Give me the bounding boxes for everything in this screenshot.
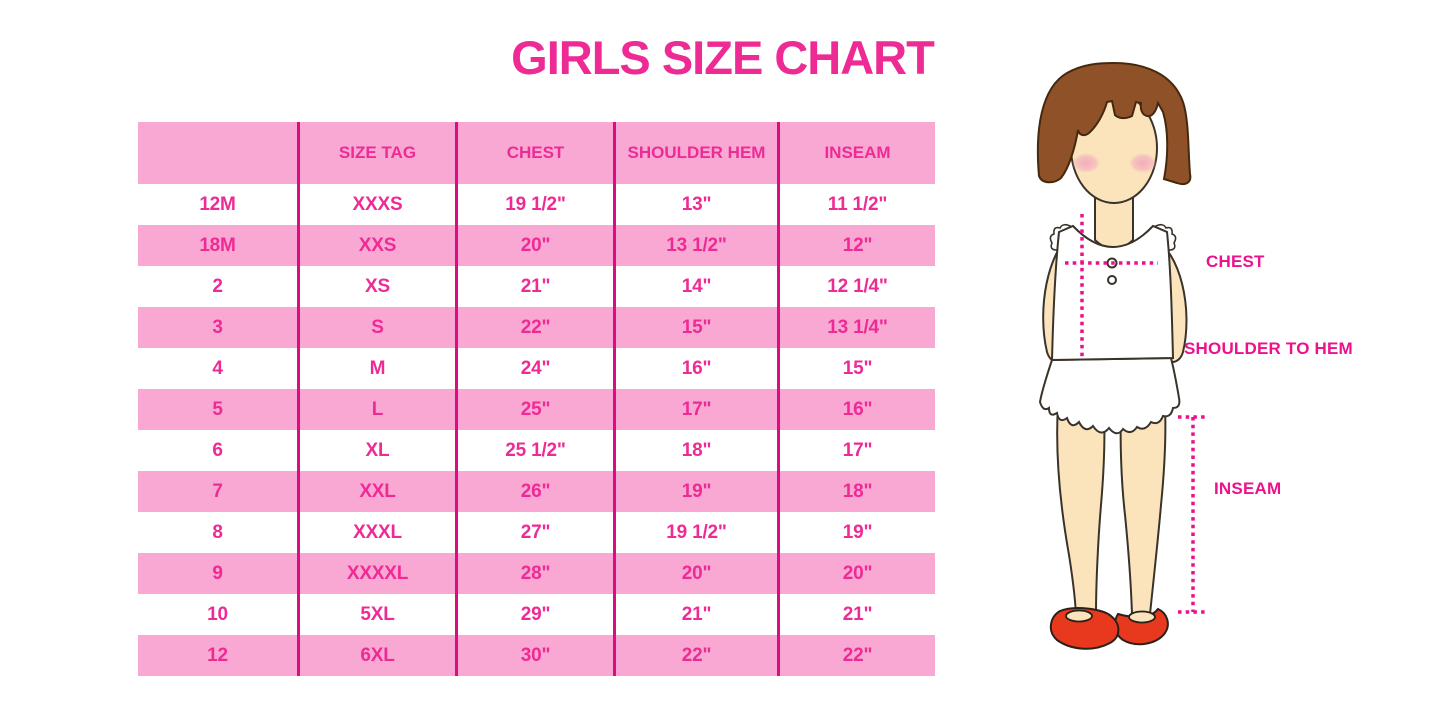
table-cell: XL (297, 430, 455, 471)
table-cell: 10 (207, 603, 228, 625)
table-cell: 29" (455, 594, 613, 635)
table-cell: 12M (199, 193, 236, 215)
table-cell: 6 (212, 439, 223, 461)
table-cell: 26" (455, 471, 613, 512)
table-cell: 19" (613, 471, 777, 512)
table-cell: 30" (455, 635, 613, 676)
table-cell: 16" (613, 348, 777, 389)
table-row: 12 6XL 30" 22" 22" (138, 635, 935, 676)
table-cell: 3 (212, 316, 223, 338)
table-cell: 11 1/2" (777, 184, 935, 225)
left-shoe (1049, 607, 1120, 650)
table-row: 12M XXXS 19 1/2" 13" 11 1/2" (138, 184, 935, 225)
table-row: 10 5XL 29" 21" 21" (138, 594, 935, 635)
table-row: 4 M 24" 16" 15" (138, 348, 935, 389)
table-cell: 7 (212, 480, 223, 502)
table-cell: L (297, 389, 455, 430)
table-cell: 16" (777, 389, 935, 430)
table-cell: 14" (613, 266, 777, 307)
column-header-size-tag: SIZE TAG (297, 122, 455, 184)
table-row: 3 S 22" 15" 13 1/4" (138, 307, 935, 348)
left-blush (1072, 153, 1100, 173)
table-cell: XXXS (297, 184, 455, 225)
table-cell: 20" (613, 553, 777, 594)
column-header-shoulder-hem: SHOULDER HEM (613, 122, 777, 184)
table-cell: 24" (455, 348, 613, 389)
table-cell: 22" (455, 307, 613, 348)
table-cell: 4 (212, 357, 223, 379)
table-cell: 12 (207, 644, 228, 666)
table-row: 6 XL 25 1/2" 18" 17" (138, 430, 935, 471)
table-row: 18M XXS 20" 13 1/2" 12" (138, 225, 935, 266)
table-cell: 6XL (297, 635, 455, 676)
skirt (1038, 356, 1181, 435)
table-cell: 27" (455, 512, 613, 553)
table-cell: 5 (212, 398, 223, 420)
table-row: 8 XXXL 27" 19 1/2" 19" (138, 512, 935, 553)
table-cell: 13 1/2" (613, 225, 777, 266)
table-cell: 21" (613, 594, 777, 635)
table-cell: 12 1/4" (777, 266, 935, 307)
table-cell: 21" (455, 266, 613, 307)
table-row: 5 L 25" 17" 16" (138, 389, 935, 430)
table-cell: 18" (613, 430, 777, 471)
girl-illustration (1015, 60, 1215, 672)
table-cell: 20" (455, 225, 613, 266)
table-cell: 9 (212, 562, 223, 584)
table-cell: 28" (455, 553, 613, 594)
shirt (1049, 223, 1177, 362)
table-cell: 5XL (297, 594, 455, 635)
table-cell: 13" (613, 184, 777, 225)
right-blush (1129, 153, 1157, 173)
table-cell: 12" (777, 225, 935, 266)
table-cell: 17" (777, 430, 935, 471)
table-cell: 19" (777, 512, 935, 553)
table-cell: XS (297, 266, 455, 307)
table-cell: 13 1/4" (777, 307, 935, 348)
table-cell: 8 (212, 521, 223, 543)
inseam-label: INSEAM (1214, 479, 1282, 498)
table-cell: XXXL (297, 512, 455, 553)
right-shoe (1114, 607, 1169, 646)
table-cell: 18" (777, 471, 935, 512)
column-header-size (138, 122, 297, 184)
inseam-measure-bracket (1178, 415, 1208, 614)
table-cell: 2 (212, 275, 223, 297)
header-row: SIZE TAG CHEST SHOULDER HEM INSEAM (138, 122, 935, 184)
table-cell: 25 1/2" (455, 430, 613, 471)
table-cell: 17" (613, 389, 777, 430)
table-cell: 22" (613, 635, 777, 676)
table-body: 12M XXXS 19 1/2" 13" 11 1/2" 18M XXS 20" 13 1/2"… (138, 184, 935, 676)
table-cell: 15" (613, 307, 777, 348)
shoulder-to-hem-label: SHOULDER TO HEM (1184, 339, 1353, 358)
column-header-inseam: INSEAM (777, 122, 935, 184)
column-header-chest: CHEST (455, 122, 613, 184)
table-cell: XXL (297, 471, 455, 512)
table-row: 7 XXL 26" 19" 18" (138, 471, 935, 512)
table-cell: 15" (777, 348, 935, 389)
shoes (1049, 607, 1169, 650)
table-cell: 19 1/2" (455, 184, 613, 225)
table-cell: 25" (455, 389, 613, 430)
table-cell: XXS (297, 225, 455, 266)
table-cell: 18M (199, 234, 236, 256)
hair (1036, 61, 1192, 186)
page-title: GIRLS SIZE CHART (511, 31, 935, 84)
table-cell: XXXXL (297, 553, 455, 594)
table-cell: 20" (777, 553, 935, 594)
girl-figure-svg (1036, 61, 1208, 650)
table-row: 2 XS 21" 14" 12 1/4" (138, 266, 935, 307)
size-table: SIZE TAG CHEST SHOULDER HEM INSEAM 12M XXXS 1… (138, 122, 935, 676)
table-cell: 19 1/2" (613, 512, 777, 553)
measurement-lines (1065, 214, 1208, 614)
table-cell: 22" (777, 635, 935, 676)
legs (1056, 403, 1167, 615)
table-row: 9 XXXXL 28" 20" 20" (138, 553, 935, 594)
table-cell: 21" (777, 594, 935, 635)
chest-label: CHEST (1206, 252, 1265, 271)
table-cell: S (297, 307, 455, 348)
table-cell: M (297, 348, 455, 389)
